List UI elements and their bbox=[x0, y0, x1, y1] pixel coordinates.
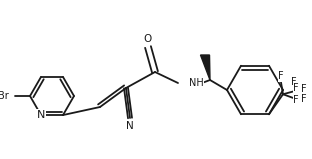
Text: F: F bbox=[301, 94, 307, 104]
Text: F: F bbox=[291, 77, 297, 87]
Text: O: O bbox=[144, 34, 152, 44]
Text: N: N bbox=[126, 121, 134, 131]
Polygon shape bbox=[201, 55, 210, 80]
Text: NH: NH bbox=[189, 78, 204, 88]
Text: N: N bbox=[37, 110, 45, 120]
Text: F: F bbox=[293, 83, 299, 93]
Text: Br: Br bbox=[0, 91, 9, 101]
Text: F: F bbox=[293, 95, 299, 105]
Text: F: F bbox=[301, 84, 307, 94]
Text: F: F bbox=[278, 71, 284, 81]
